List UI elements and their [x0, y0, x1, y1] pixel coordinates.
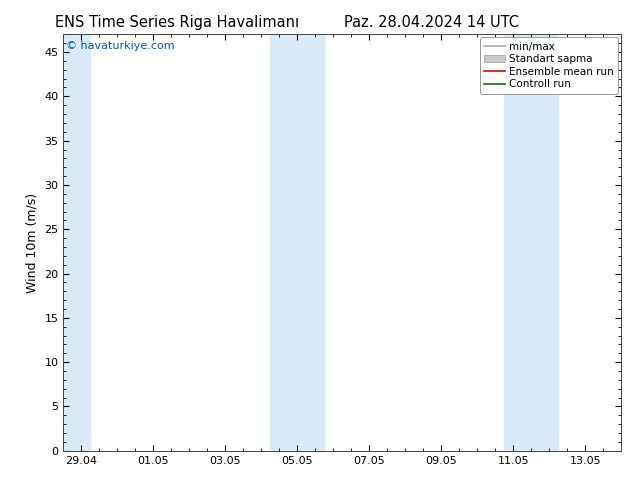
Y-axis label: Wind 10m (m/s): Wind 10m (m/s) — [26, 193, 39, 293]
Text: ENS Time Series Riga Havalimanı: ENS Time Series Riga Havalimanı — [55, 15, 300, 30]
Text: © havaturkiye.com: © havaturkiye.com — [66, 41, 175, 50]
Bar — [63, 34, 91, 451]
Legend: min/max, Standart sapma, Ensemble mean run, Controll run: min/max, Standart sapma, Ensemble mean r… — [480, 37, 618, 94]
Bar — [504, 34, 559, 451]
Text: Paz. 28.04.2024 14 UTC: Paz. 28.04.2024 14 UTC — [344, 15, 519, 30]
Bar — [270, 34, 325, 451]
